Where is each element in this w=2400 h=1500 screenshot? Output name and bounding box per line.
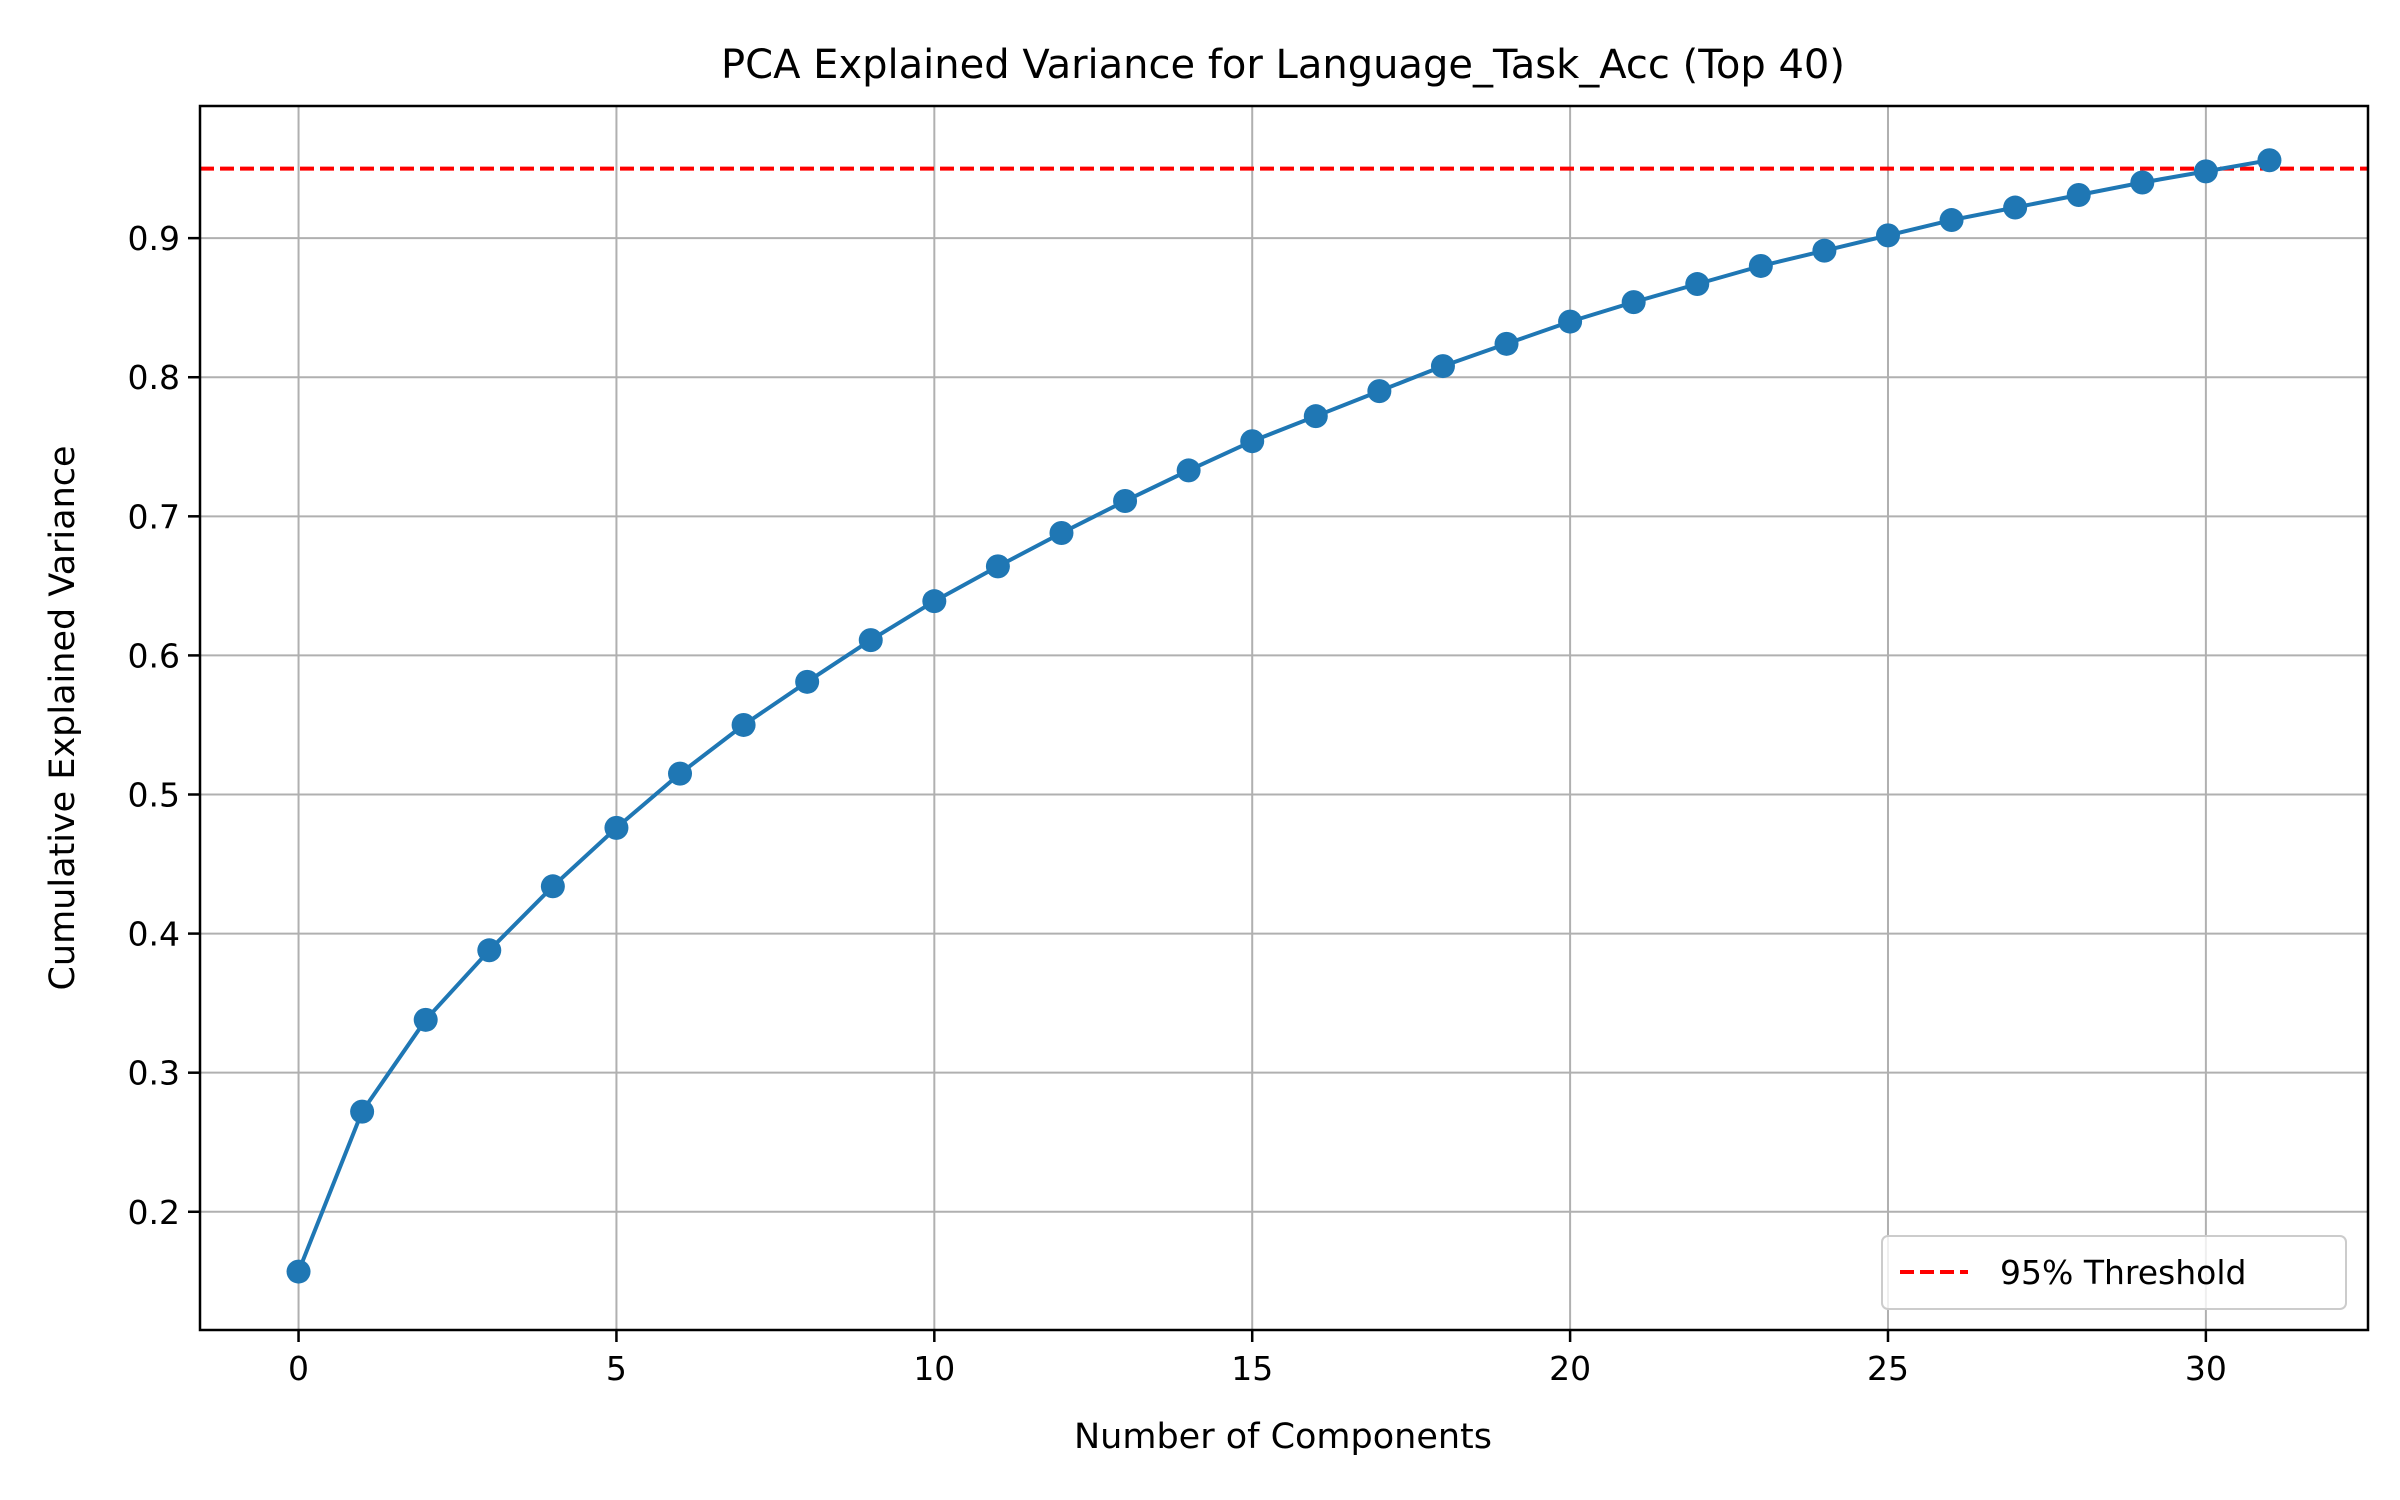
- x-tick-label: 10: [913, 1349, 955, 1388]
- y-tick-label: 0.8: [128, 358, 180, 397]
- series-layer: [286, 148, 2282, 1284]
- y-tick-label: 0.3: [128, 1054, 180, 1093]
- grid: [200, 106, 2368, 1330]
- data-point: [1240, 429, 1265, 454]
- x-tick-label: 30: [2185, 1349, 2227, 1388]
- data-point: [1176, 458, 1201, 483]
- data-point: [2130, 170, 2155, 195]
- y-tick-label: 0.7: [128, 497, 180, 536]
- x-axis-label: Number of Components: [1074, 1417, 1492, 1457]
- legend: 95% Threshold: [1881, 1235, 2347, 1310]
- data-point: [286, 1259, 311, 1284]
- data-point: [1113, 489, 1138, 514]
- data-point: [1812, 238, 1837, 263]
- data-point: [2257, 148, 2282, 173]
- data-point: [1621, 290, 1646, 315]
- x-axis-ticks: 0 5 10 15 20 25 30: [288, 1330, 2227, 1388]
- y-axis-ticks: 0.2 0.3 0.4 0.5 0.6 0.7 0.8 0.9: [128, 219, 200, 1232]
- data-point: [858, 628, 883, 653]
- x-tick-label: 5: [606, 1349, 627, 1388]
- y-tick-label: 0.2: [128, 1193, 180, 1232]
- data-point: [2003, 195, 2028, 220]
- data-point: [1685, 272, 1710, 297]
- x-tick-label: 20: [1549, 1349, 1591, 1388]
- y-tick-label: 0.9: [128, 219, 180, 258]
- data-point: [1430, 354, 1455, 379]
- x-tick-label: 0: [288, 1349, 309, 1388]
- data-point: [1558, 309, 1583, 334]
- data-point: [2066, 183, 2091, 208]
- y-tick-label: 0.6: [128, 636, 180, 675]
- y-tick-label: 0.4: [128, 915, 180, 954]
- data-point: [731, 712, 756, 737]
- y-tick-label: 0.5: [128, 776, 180, 815]
- x-tick-label: 25: [1867, 1349, 1909, 1388]
- data-point: [2193, 159, 2218, 184]
- y-axis-label: Cumulative Explained Variance: [43, 445, 83, 990]
- legend-box: [1881, 1235, 2347, 1310]
- chart-title: PCA Explained Variance for Language_Task…: [721, 42, 1845, 88]
- x-tick-label: 15: [1231, 1349, 1273, 1388]
- data-point: [795, 669, 820, 694]
- data-point: [1494, 331, 1519, 356]
- data-point: [350, 1099, 375, 1124]
- data-point: [1049, 521, 1074, 546]
- data-point: [540, 874, 565, 899]
- data-point: [1875, 223, 1900, 248]
- data-point: [1748, 253, 1773, 278]
- data-point: [668, 761, 693, 786]
- data-point: [985, 554, 1010, 579]
- data-point: [1367, 379, 1392, 404]
- data-point: [604, 815, 629, 840]
- data-point: [477, 938, 502, 963]
- data-point: [1303, 404, 1328, 429]
- plot-frame: [198, 104, 2370, 1332]
- data-point: [1939, 208, 1964, 233]
- data-point: [922, 589, 947, 614]
- legend-threshold-label: 95% Threshold: [2000, 1253, 2246, 1292]
- data-point: [413, 1007, 438, 1032]
